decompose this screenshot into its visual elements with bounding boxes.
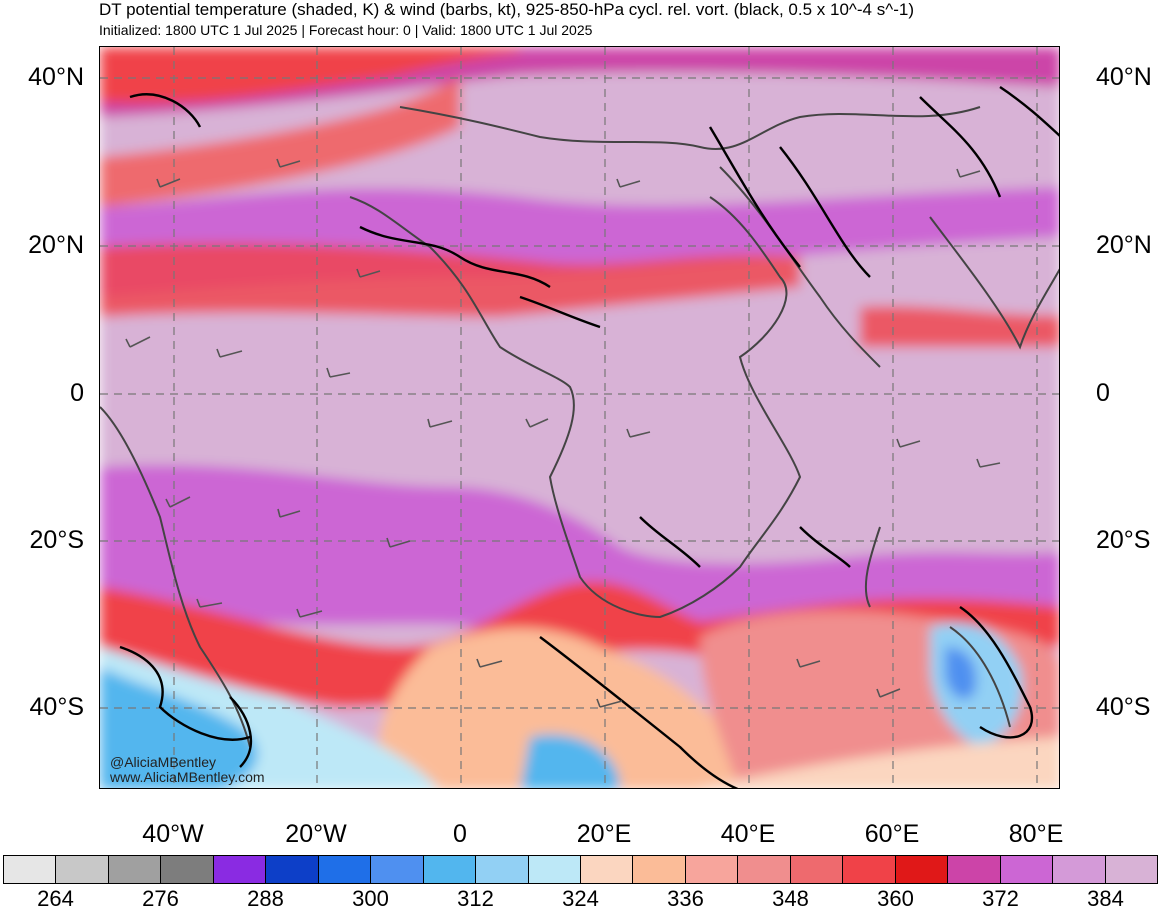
colorbar-swatch — [161, 856, 214, 883]
lat-label-left-40s: 40°S — [29, 693, 84, 721]
lon-label-40w: 40°W — [142, 820, 204, 848]
lat-label-right-40n: 40°N — [1096, 63, 1152, 91]
colorbar-label: 360 — [877, 886, 914, 911]
lat-label-left-20n: 20°N — [28, 231, 84, 259]
colorbar-swatch — [318, 856, 372, 883]
lon-label-40e: 40°E — [720, 820, 776, 848]
lat-label-right-eq: 0 — [1096, 379, 1110, 407]
colorbar-label: 348 — [772, 886, 809, 911]
colorbar-swatch — [4, 856, 57, 883]
colorbar-swatch — [895, 856, 949, 883]
lat-label-left-eq: 0 — [70, 379, 84, 407]
colorbar-label: 288 — [247, 886, 284, 911]
map-title: DT potential temperature (shaded, K) & w… — [99, 0, 914, 19]
lon-label-80e: 80°E — [1008, 820, 1064, 848]
colorbar-swatch — [266, 856, 319, 883]
colorbar-label: 264 — [37, 886, 74, 911]
colorbar-swatch — [790, 856, 844, 883]
colorbar-label: 372 — [982, 886, 1019, 911]
credit-website: www.AliciaMBentley.com — [110, 769, 265, 785]
colorbar-swatch — [1105, 856, 1157, 883]
map-subtitle: Initialized: 1800 UTC 1 Jul 2025 | Forec… — [99, 22, 593, 38]
temperature-shading — [100, 47, 1059, 788]
colorbar-swatch — [56, 856, 109, 883]
lon-label-0: 0 — [453, 820, 467, 848]
wind-barbs — [125, 158, 1001, 708]
colorbar-swatch — [633, 856, 686, 883]
graticule — [100, 47, 1059, 788]
colorbar — [3, 855, 1158, 884]
colorbar-swatch — [108, 856, 162, 883]
colorbar-swatch — [476, 856, 529, 883]
colorbar-swatch — [843, 856, 896, 883]
colorbar-label: 276 — [142, 886, 179, 911]
map-field — [100, 47, 1059, 788]
lat-label-right-40s: 40°S — [1096, 693, 1151, 721]
colorbar-label: 324 — [562, 886, 599, 911]
colorbar-swatch — [528, 856, 581, 883]
credit-handle: @AliciaMBentley — [110, 754, 217, 770]
colorbar-swatch — [1053, 856, 1106, 883]
lat-label-left-20s: 20°S — [29, 526, 84, 554]
colorbar-swatch — [371, 856, 424, 883]
lon-label-20e: 20°E — [576, 820, 632, 848]
colorbar-swatch — [423, 856, 477, 883]
colorbar-swatch — [1000, 856, 1054, 883]
colorbar-label: 336 — [667, 886, 704, 911]
colorbar-label: 300 — [352, 886, 389, 911]
colorbar-label: 312 — [457, 886, 494, 911]
colorbar-swatch — [580, 856, 634, 883]
lat-label-right-20n: 20°N — [1096, 231, 1152, 259]
weather-map: @AliciaMBentley www.AliciaMBentley.com — [99, 46, 1060, 789]
colorbar-label: 384 — [1087, 886, 1124, 911]
colorbar-swatch — [685, 856, 739, 883]
lat-label-right-20s: 20°S — [1096, 526, 1151, 554]
lat-label-left-40n: 40°N — [28, 63, 84, 91]
vorticity-contours — [119, 86, 1059, 788]
lon-label-20w: 20°W — [285, 820, 347, 848]
colorbar-swatch — [213, 856, 267, 883]
colorbar-swatch — [738, 856, 791, 883]
colorbar-swatch — [948, 856, 1001, 883]
coastlines — [100, 106, 1059, 748]
lon-label-60e: 60°E — [864, 820, 920, 848]
